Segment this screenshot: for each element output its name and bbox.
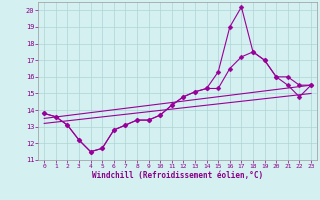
X-axis label: Windchill (Refroidissement éolien,°C): Windchill (Refroidissement éolien,°C) [92,171,263,180]
